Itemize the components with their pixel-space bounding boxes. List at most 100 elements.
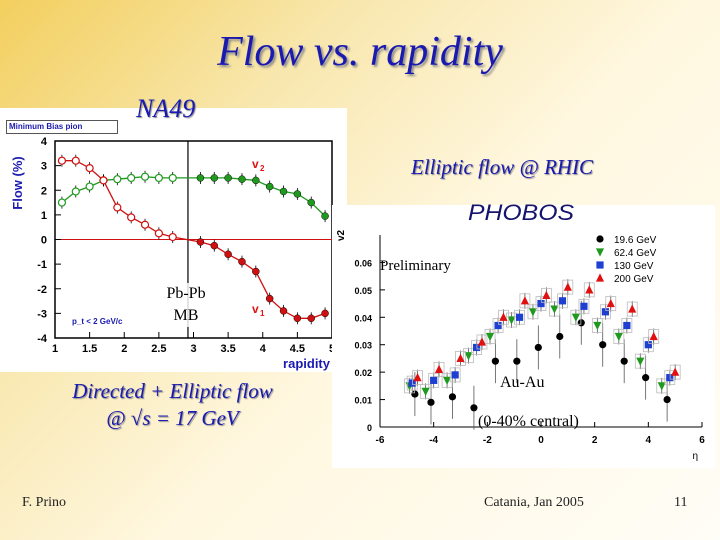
v2-measured-point (238, 175, 246, 183)
systematic-box (433, 361, 445, 377)
v2-series-subscript: 2 (260, 164, 265, 173)
data-point-19.6-gev (427, 398, 435, 406)
y-tick-label: 0.01 (354, 396, 372, 406)
data-point-130-gev (558, 297, 567, 305)
data-point-19.6-gev (448, 393, 457, 401)
systematic-box (449, 367, 461, 383)
data-point-200-gev (520, 296, 529, 305)
systematic-box (549, 301, 560, 317)
data-point-200-gev (434, 364, 444, 373)
x-tick-label: -2 (483, 435, 492, 446)
data-point-200-gev (563, 282, 572, 291)
data-point-62.4-gev (464, 352, 473, 361)
v1-reflected-point (168, 232, 177, 242)
data-point-62.4-gev (636, 357, 645, 366)
legend-marker (596, 261, 604, 269)
y-tick-label: 0 (41, 235, 47, 247)
v1-reflected-point (113, 203, 122, 212)
y-tick-label: -4 (37, 333, 48, 345)
v1-series-subscript: 1 (260, 309, 265, 318)
na49-label: NA49 (136, 94, 196, 123)
systematic-box (498, 309, 509, 325)
data-point-200-gev (671, 367, 680, 376)
y-tick-label: 3 (41, 161, 47, 173)
y-tick-label: -2 (37, 284, 47, 296)
legend-label: 62.4 GeV (614, 248, 657, 259)
phobos-v2-chart: -6 -4 -2 0 2 4 6 0 0.01 0.02 0.03 0.04 0.05 0.06 η v2 19… (336, 229, 705, 462)
x-tick-label: 4.5 (290, 343, 305, 355)
x-axis-label: η (692, 451, 698, 462)
legend-label: 19.6 GeV (614, 235, 657, 246)
data-point-62.4-gev (657, 382, 666, 391)
v2-measured-point (307, 198, 315, 207)
v2-reflected-point (127, 173, 136, 183)
v1-measured-point (224, 250, 232, 259)
x-axis-label: rapidity (283, 356, 331, 371)
v2-measured-point (210, 174, 219, 182)
systematic-box (519, 293, 531, 309)
data-point-19.6-gev (411, 390, 419, 398)
preliminary-label: Preliminary (380, 258, 451, 274)
x-tick-label: 4 (646, 435, 652, 446)
systematic-box (455, 351, 466, 366)
v1-measured-point (265, 294, 274, 303)
data-point-130-gev (623, 321, 631, 330)
systematic-box (591, 318, 603, 333)
data-point-200-gev (456, 353, 465, 363)
data-point-200-gev (413, 373, 422, 382)
venue-date: Catania, Jan 2005 (484, 495, 584, 510)
y-tick-label: 0 (367, 423, 372, 433)
v1-measured-point (238, 257, 246, 266)
centrality-label: (0-40% central) (478, 413, 579, 430)
v1-measured-point (252, 267, 260, 276)
v1-measured-point (210, 241, 219, 250)
data-point-62.4-gev (485, 332, 495, 342)
data-point-62.4-gev (528, 308, 538, 317)
legend-label: 130 GeV (614, 261, 654, 272)
data-point-19.6-gev (642, 374, 650, 382)
systematic-box (669, 364, 681, 380)
phobos-logo-text: PHOBOS (468, 200, 574, 225)
na49-plot-panel: 11.522.533.544.55-4-3-2-101234rapidityFl… (0, 108, 347, 372)
legend-marker (595, 273, 605, 282)
systematic-box (562, 279, 574, 295)
y-tick-label: 0.05 (354, 286, 372, 296)
data-point-19.6-gev (534, 343, 542, 352)
data-point-200-gev (628, 304, 637, 313)
systematic-box (621, 318, 633, 333)
y-tick-label: 4 (41, 136, 48, 148)
v1-measured-point (279, 307, 288, 315)
v2-series-label: v (252, 157, 259, 171)
v1-reflected-point (57, 156, 67, 165)
data-point-130-gev (494, 321, 502, 330)
y-tick-label: -3 (37, 308, 47, 320)
data-point-200-gev (499, 312, 508, 321)
phobos-logo: PHOBOS (468, 200, 574, 225)
data-point-200-gev (477, 337, 487, 346)
min-bias-label: Minimum Bias pion (6, 120, 118, 134)
author: F. Prino (22, 495, 67, 510)
data-point-130-gev (644, 341, 652, 349)
v2-measured-point (252, 176, 260, 185)
auau-label: Au-Au (500, 374, 545, 391)
v1-measured-point (307, 314, 315, 323)
v2-reflected-point (154, 173, 163, 183)
v1-reflected-point (71, 156, 80, 165)
system-label: Pb-Pb MB (150, 283, 222, 327)
systematic-box (634, 353, 646, 369)
data-point-62.4-gev (421, 387, 430, 396)
v2-reflected-point (113, 175, 122, 184)
x-tick-label: 2 (121, 343, 127, 355)
data-point-130-gev (537, 299, 545, 308)
data-point-19.6-gev (599, 341, 607, 349)
x-tick-label: 3 (190, 343, 196, 355)
v1-reflected-point (99, 176, 108, 185)
caption-line1: Directed + Elliptic flow (72, 379, 273, 403)
x-tick-label: 4 (260, 343, 267, 355)
v1-reflected-point (85, 163, 94, 173)
v2-reflected-point (168, 173, 177, 183)
systematic-box (570, 309, 582, 325)
y-tick-label: -1 (37, 259, 47, 271)
systematic-box (463, 348, 474, 364)
y-axis-label: v2 (336, 229, 347, 241)
